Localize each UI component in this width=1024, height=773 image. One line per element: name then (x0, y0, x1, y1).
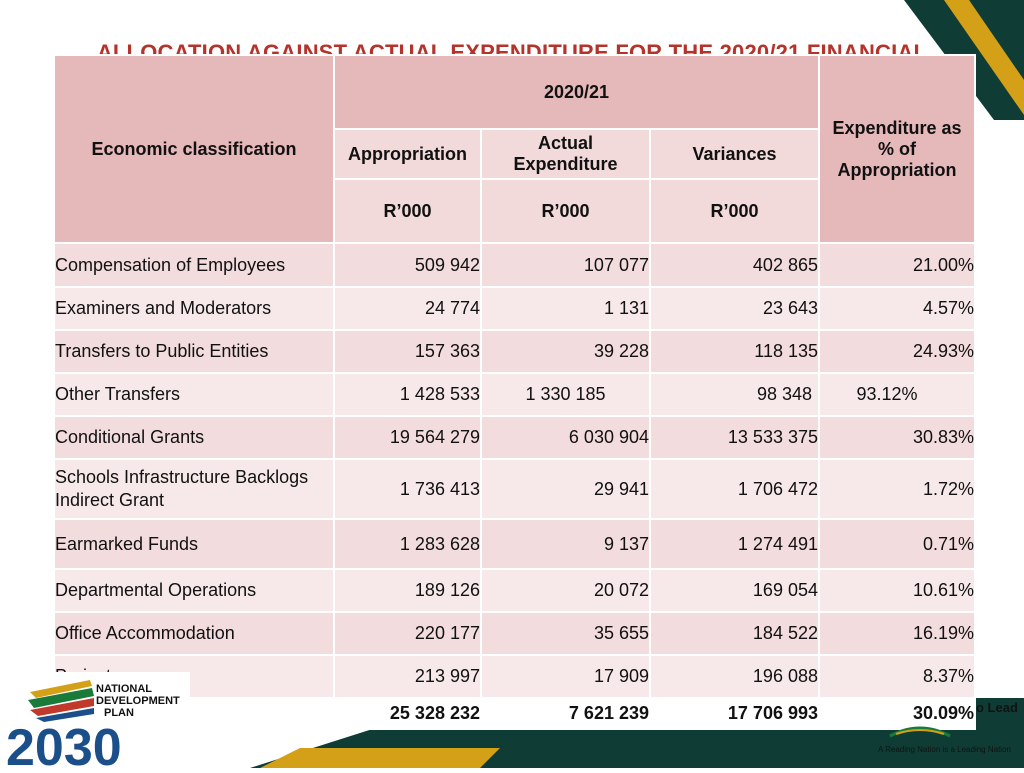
row-variance: 13 533 375 (649, 415, 820, 460)
ndp-line3: PLAN (104, 707, 134, 719)
total-pct: 30.09% (818, 697, 976, 730)
row-actual: 29 941 (480, 458, 651, 520)
row-actual: 20 072 (480, 568, 651, 613)
table-row: Compensation of Employees 509 942 107 07… (53, 242, 976, 288)
row-appropriation: 189 126 (333, 568, 482, 613)
row-variance: 98 348 (649, 372, 820, 417)
logo-tagline: A Reading Nation is a Leading Nation (878, 745, 1011, 754)
table-row: Earmarked Funds 1 283 628 9 137 1 274 49… (53, 518, 976, 570)
ndp-line1: NATIONAL (96, 683, 152, 695)
header-appropriation: Appropriation (333, 128, 482, 180)
row-actual: 35 655 (480, 611, 651, 656)
row-variance: 196 088 (649, 654, 820, 699)
table-row: Conditional Grants 19 564 279 6 030 904 … (53, 415, 976, 460)
row-pct: 21.00% (818, 242, 976, 288)
row-variance: 23 643 (649, 286, 820, 331)
row-appropriation: 157 363 (333, 329, 482, 374)
table-row: Projects 213 997 17 909 196 088 8.37% (53, 654, 976, 699)
row-pct: 30.83% (818, 415, 976, 460)
row-appropriation: 1 428 533 (333, 372, 482, 417)
unit-actual: R’000 (480, 178, 651, 244)
row-pct: 4.57% (818, 286, 976, 331)
row-appropriation: 220 177 (333, 611, 482, 656)
row-actual: 9 137 (480, 518, 651, 570)
header-variances: Variances (649, 128, 820, 180)
row-actual: 1 131 (480, 286, 651, 331)
table-row: Examiners and Moderators 24 774 1 131 23… (53, 286, 976, 331)
unit-variances: R’000 (649, 178, 820, 244)
total-appropriation: 25 328 232 (333, 697, 482, 730)
row-variance: 402 865 (649, 242, 820, 288)
row-actual: 107 077 (480, 242, 651, 288)
table-row: Other Transfers 1 428 533 1 330 185 98 3… (53, 372, 976, 417)
row-label: Departmental Operations (53, 568, 335, 613)
total-actual: 7 621 239 (480, 697, 651, 730)
row-appropriation: 213 997 (333, 654, 482, 699)
slide-title: ALLOCATION AGAINST ACTUAL EXPENDITURE FO… (96, 40, 928, 56)
allocation-table: Economic classification 2020/21 Expendit… (53, 54, 976, 730)
table-row: Transfers to Public Entities 157 363 39 … (53, 329, 976, 374)
row-pct: 16.19% (818, 611, 976, 656)
row-actual: 6 030 904 (480, 415, 651, 460)
row-variance: 169 054 (649, 568, 820, 613)
row-appropriation: 24 774 (333, 286, 482, 331)
row-label: Compensation of Employees (53, 242, 335, 288)
row-pct: 1.72% (818, 458, 976, 520)
row-appropriation: 1 736 413 (333, 458, 482, 520)
row-actual: 1 330 185 (480, 372, 651, 417)
row-pct: 8.37% (818, 654, 976, 699)
row-pct: 10.61% (818, 568, 976, 613)
total-variance: 17 706 993 (649, 697, 820, 730)
row-label: Examiners and Moderators (53, 286, 335, 331)
ndp-year: 2030 (6, 719, 122, 768)
ndp-line2: DEVELOPMENT (96, 695, 180, 707)
row-appropriation: 19 564 279 (333, 415, 482, 460)
ndp-2030-logo: NATIONAL DEVELOPMENT PLAN 2030 (0, 672, 190, 773)
reading-nation-logo: o Lead A Reading Nation is a Leading Nat… (860, 690, 1024, 760)
row-actual: 17 909 (480, 654, 651, 699)
total-row: 25 328 232 7 621 239 17 706 993 30.09% (53, 697, 976, 730)
header-year: 2020/21 (333, 54, 820, 130)
row-appropriation: 1 283 628 (333, 518, 482, 570)
table-row: Schools Infrastructure Backlogs Indirect… (53, 458, 976, 520)
row-variance: 1 274 491 (649, 518, 820, 570)
row-actual: 39 228 (480, 329, 651, 374)
header-actual-expenditure: Actual Expenditure (480, 128, 651, 180)
row-variance: 118 135 (649, 329, 820, 374)
row-variance: 184 522 (649, 611, 820, 656)
table-row: Office Accommodation 220 177 35 655 184 … (53, 611, 976, 656)
header-expenditure-pct: Expenditure as % of Appropriation (818, 54, 976, 244)
row-label: Transfers to Public Entities (53, 329, 335, 374)
row-pct: 24.93% (818, 329, 976, 374)
row-appropriation: 509 942 (333, 242, 482, 288)
row-label: Office Accommodation (53, 611, 335, 656)
table-row: Departmental Operations 189 126 20 072 1… (53, 568, 976, 613)
header-economic-classification: Economic classification (53, 54, 335, 244)
row-label: Conditional Grants (53, 415, 335, 460)
row-label: Other Transfers (53, 372, 335, 417)
unit-appropriation: R’000 (333, 178, 482, 244)
row-pct: 93.12% (818, 372, 976, 417)
logo-fragment: o Lead (976, 700, 1018, 715)
row-pct: 0.71% (818, 518, 976, 570)
row-label: Schools Infrastructure Backlogs Indirect… (53, 458, 335, 520)
row-label: Earmarked Funds (53, 518, 335, 570)
row-variance: 1 706 472 (649, 458, 820, 520)
